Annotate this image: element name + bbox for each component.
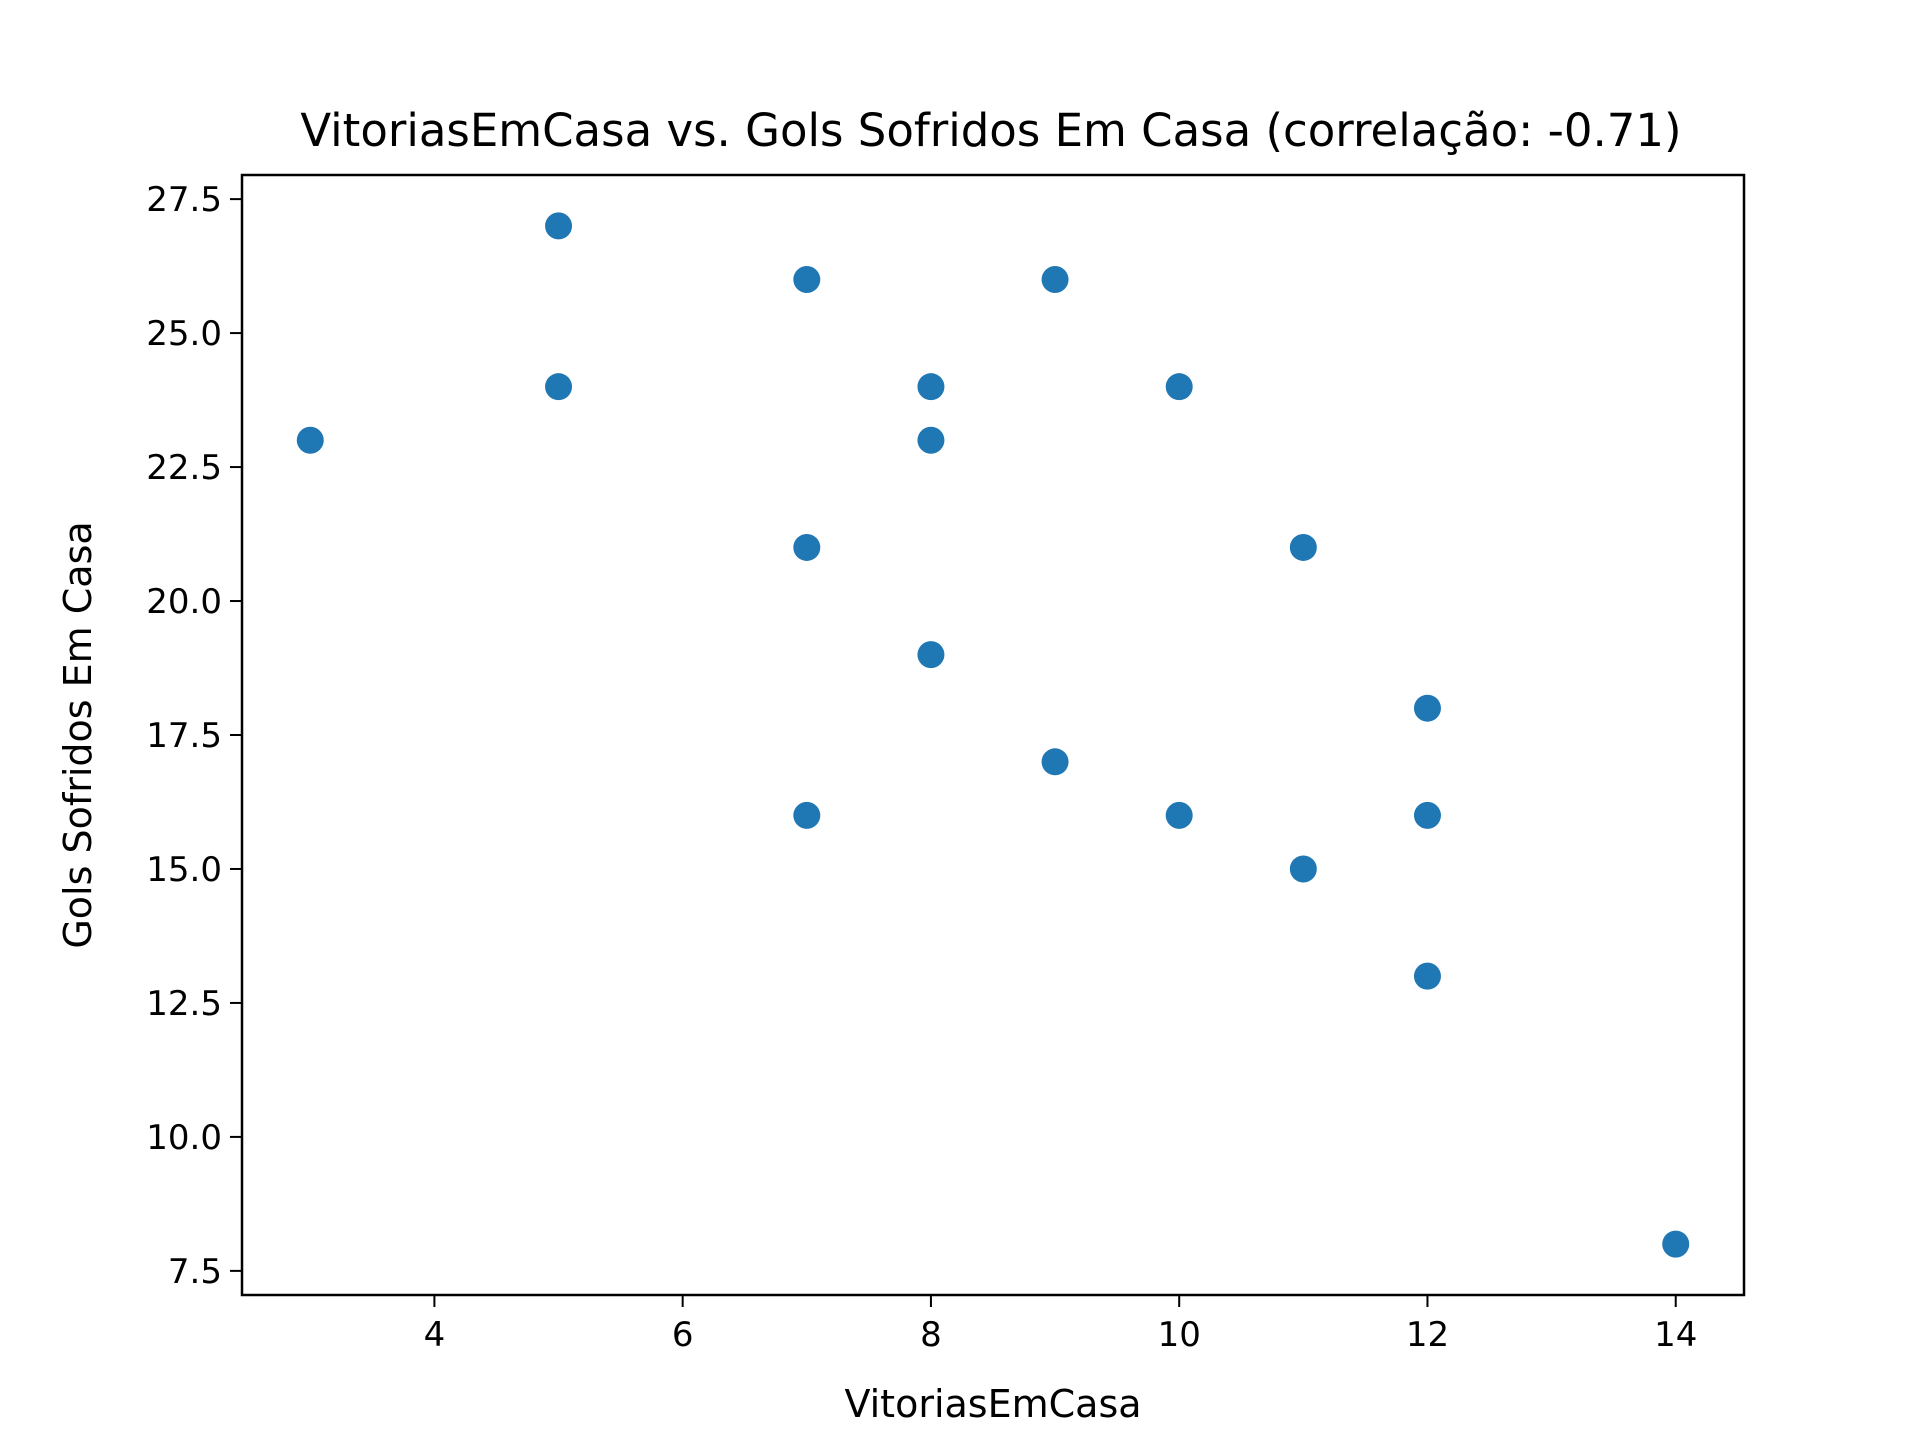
data-point: [1165, 373, 1193, 401]
y-tick-label: 20.0: [146, 582, 222, 622]
y-axis: 7.5 10.0 12.5 15.0 17.5 20.0 22.5 25.0 27.5: [146, 180, 242, 1292]
data-point: [296, 426, 324, 454]
x-tick-label: 6: [672, 1315, 694, 1355]
x-tick-label: 8: [920, 1315, 942, 1355]
data-point: [793, 265, 821, 293]
y-tick-label: 17.5: [146, 716, 222, 756]
data-point: [545, 373, 573, 401]
data-point: [1413, 962, 1441, 990]
data-point: [1041, 748, 1069, 776]
data-point: [1289, 855, 1317, 883]
x-axis-label: VitoriasEmCasa: [844, 1382, 1141, 1426]
data-point: [1413, 801, 1441, 829]
y-tick-label: 22.5: [146, 448, 222, 488]
x-tick-label: 4: [424, 1315, 446, 1355]
x-axis: 4 6 8 10 12 14: [424, 1295, 1697, 1355]
y-tick-label: 25.0: [146, 314, 222, 354]
plot-frame: [240, 173, 1746, 1297]
data-point: [1165, 801, 1193, 829]
data-point: [917, 426, 945, 454]
data-point: [917, 641, 945, 669]
y-tick-label: 12.5: [146, 984, 222, 1024]
x-tick-label: 10: [1158, 1315, 1201, 1355]
data-point: [1041, 265, 1069, 293]
data-point: [793, 533, 821, 561]
data-point: [1662, 1230, 1690, 1258]
data-point: [545, 212, 573, 240]
y-tick-label: 15.0: [146, 850, 222, 890]
data-point: [1413, 694, 1441, 722]
data-points: [296, 212, 1690, 1258]
x-tick-label: 14: [1654, 1315, 1697, 1355]
data-point: [1289, 533, 1317, 561]
x-tick-label: 12: [1406, 1315, 1449, 1355]
data-point: [793, 801, 821, 829]
y-axis-label: Gols Sofridos Em Casa: [56, 521, 100, 948]
y-tick-label: 7.5: [168, 1252, 222, 1292]
data-point: [917, 373, 945, 401]
y-tick-label: 10.0: [146, 1118, 222, 1158]
chart-title: VitoriasEmCasa vs. Gols Sofridos Em Casa…: [300, 104, 1681, 157]
y-tick-label: 27.5: [146, 180, 222, 220]
